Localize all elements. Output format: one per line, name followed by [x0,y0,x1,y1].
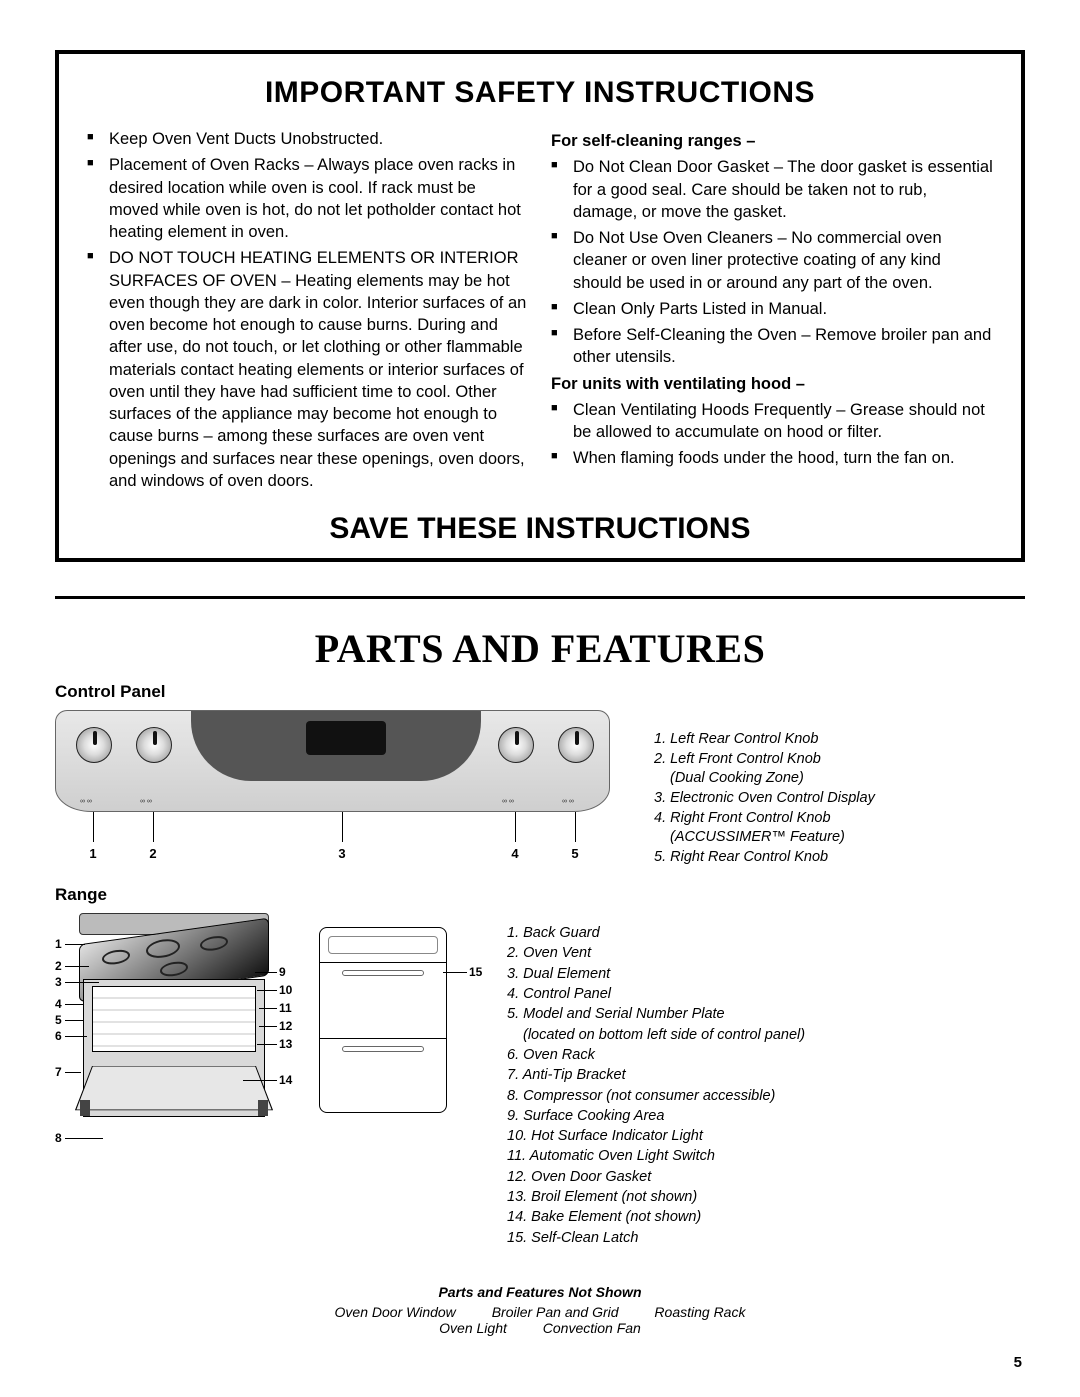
not-shown-title: Parts and Features Not Shown [55,1284,1025,1300]
safety-item: Do Not Use Oven Cleaners – No commercial… [551,227,993,294]
control-panel-label: Control Panel [55,682,1025,702]
callout-number: 2 [149,846,156,861]
not-shown-block: Parts and Features Not Shown Oven Door W… [55,1284,1025,1336]
oven-display-icon [306,721,386,755]
safety-item: Clean Only Parts Listed in Manual. [551,298,993,320]
legend-line: 5. Model and Serial Number Plate [507,1004,1025,1024]
legend-line: 11. Automatic Oven Light Switch [507,1146,1025,1166]
safety-item: DO NOT TOUCH HEATING ELEMENTS OR INTERIO… [87,247,529,492]
legend-line: 10. Hot Surface Indicator Light [507,1126,1025,1146]
safety-col-left: Keep Oven Vent Ducts Unobstructed. Place… [87,128,529,496]
subhead-self-cleaning: For self-cleaning ranges – [551,130,993,152]
legend-line: 3. Electronic Oven Control Display [654,789,1025,809]
control-panel-callouts: 1 2 3 4 5 [55,812,610,862]
legend-line: 2. Oven Vent [507,943,1025,963]
legend-line: (Dual Cooking Zone) [654,769,1025,789]
safety-item: Placement of Oven Racks – Always place o… [87,154,529,243]
callout-number: 4 [55,997,62,1011]
control-panel-illustration: ∞ ∞ ∞ ∞ ∞ ∞ ∞ ∞ [55,710,610,812]
control-panel-figure: ∞ ∞ ∞ ∞ ∞ ∞ ∞ ∞ 1 2 3 4 5 [55,710,610,862]
page-number: 5 [1014,1354,1022,1371]
legend-line: 15. Self-Clean Latch [507,1228,1025,1248]
callout-number: 6 [55,1029,62,1043]
callout-number: 2 [55,959,62,973]
callout-number: 5 [571,846,578,861]
subhead-vent-hood: For units with ventilating hood – [551,373,993,395]
range-legend: 1. Back Guard 2. Oven Vent 3. Dual Eleme… [507,913,1025,1248]
knob-icon [136,727,172,763]
legend-line: 1. Left Rear Control Knob [654,730,1025,750]
legend-line: 7. Anti-Tip Bracket [507,1065,1025,1085]
callout-number: 14 [279,1073,292,1087]
knob-icon [76,727,112,763]
legend-line: 4. Right Front Control Knob [654,809,1025,829]
safety-item: Before Self-Cleaning the Oven – Remove b… [551,324,993,369]
safety-item: When flaming foods under the hood, turn … [551,447,993,469]
legend-line: 5. Right Rear Control Knob [654,848,1025,868]
not-shown-item: Oven Door Window [335,1304,456,1320]
callout-number: 1 [55,937,62,951]
control-panel-row: ∞ ∞ ∞ ∞ ∞ ∞ ∞ ∞ 1 2 3 4 5 1. Left Rear C… [55,710,1025,867]
range-illustration [79,913,269,1123]
not-shown-row: Oven Light Convection Fan [55,1320,1025,1336]
callout-number: 3 [338,846,345,861]
callout-number: 13 [279,1037,292,1051]
callout-number: 11 [279,1001,292,1015]
legend-line: 6. Oven Rack [507,1045,1025,1065]
range-label: Range [55,885,1025,905]
legend-line: (ACCUSSIMER™ Feature) [654,828,1025,848]
callout-number: 3 [55,975,62,989]
range-row: 1 2 3 4 5 6 7 8 9 10 11 12 13 14 [55,913,1025,1248]
legend-line: 14. Bake Element (not shown) [507,1207,1025,1227]
not-shown-item: Roasting Rack [654,1304,745,1320]
callout-number: 12 [279,1019,292,1033]
range-side-figure: 15 [315,913,487,1248]
not-shown-item: Broiler Pan and Grid [492,1304,619,1320]
range-side-illustration [319,927,447,1113]
divider [55,596,1025,599]
legend-line: 1. Back Guard [507,923,1025,943]
knob-icon [498,727,534,763]
legend-line: 3. Dual Element [507,964,1025,984]
safety-item: Do Not Clean Door Gasket – The door gask… [551,156,993,223]
control-panel-legend: 1. Left Rear Control Knob 2. Left Front … [614,710,1025,867]
legend-line: 12. Oven Door Gasket [507,1167,1025,1187]
legend-line: (located on bottom left side of control … [507,1025,1025,1045]
callout-number: 8 [55,1131,62,1145]
callout-number: 9 [279,965,286,979]
legend-line: 8. Compressor (not consumer accessible) [507,1086,1025,1106]
legend-line: 4. Control Panel [507,984,1025,1004]
range-front-figure: 1 2 3 4 5 6 7 8 9 10 11 12 13 14 [55,913,295,1248]
safety-title: IMPORTANT SAFETY INSTRUCTIONS [87,76,993,110]
callout-number: 15 [469,965,482,979]
safety-item: Clean Ventilating Hoods Frequently – Gre… [551,399,993,444]
page: IMPORTANT SAFETY INSTRUCTIONS Keep Oven … [0,0,1080,1366]
safety-box: IMPORTANT SAFETY INSTRUCTIONS Keep Oven … [55,50,1025,562]
not-shown-item: Convection Fan [543,1320,641,1336]
not-shown-row: Oven Door Window Broiler Pan and Grid Ro… [55,1304,1025,1320]
not-shown-item: Oven Light [439,1320,507,1336]
callout-number: 4 [511,846,518,861]
callout-number: 1 [89,846,96,861]
safety-item: Keep Oven Vent Ducts Unobstructed. [87,128,529,150]
knob-icon [558,727,594,763]
callout-number: 5 [55,1013,62,1027]
legend-line: 13. Broil Element (not shown) [507,1187,1025,1207]
callout-number: 10 [279,983,292,997]
safety-col-right: For self-cleaning ranges – Do Not Clean … [551,128,993,496]
safety-columns: Keep Oven Vent Ducts Unobstructed. Place… [87,128,993,496]
parts-title: PARTS AND FEATURES [55,625,1025,672]
callout-number: 7 [55,1065,62,1079]
safety-footer: SAVE THESE INSTRUCTIONS [87,512,993,546]
legend-line: 2. Left Front Control Knob [654,750,1025,770]
legend-line: 9. Surface Cooking Area [507,1106,1025,1126]
